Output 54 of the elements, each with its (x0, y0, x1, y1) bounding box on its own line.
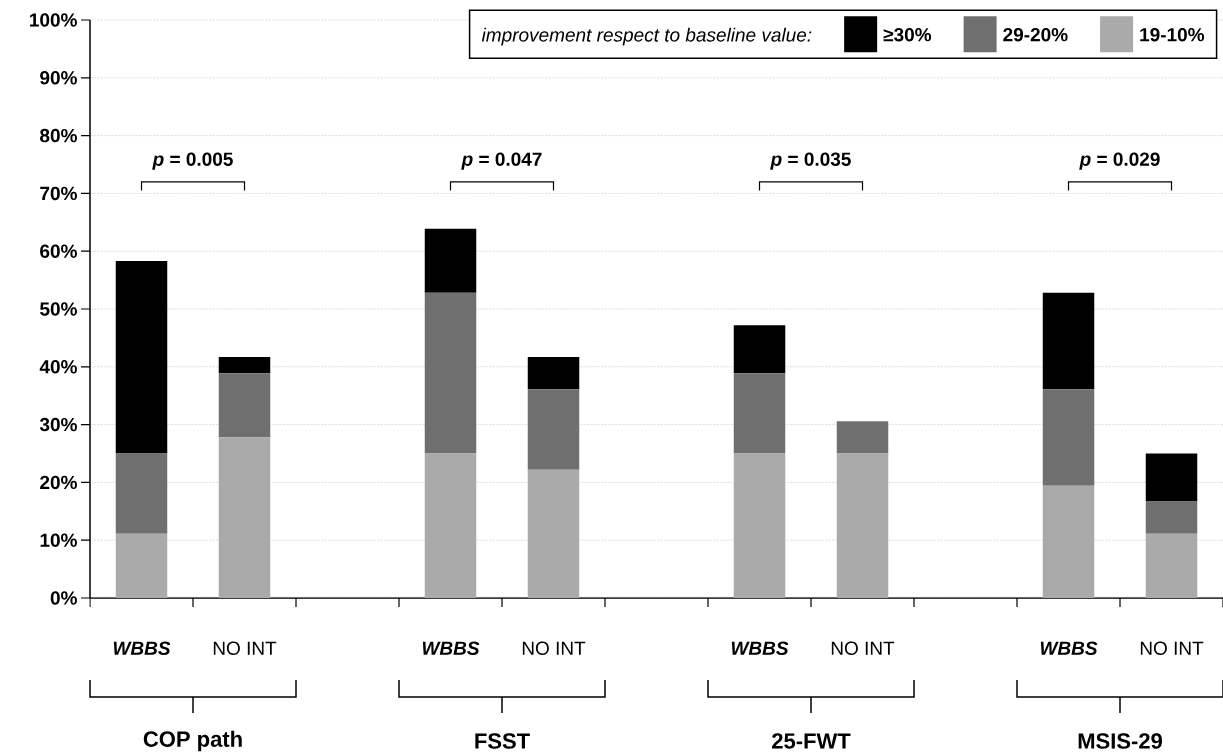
bar (424, 228, 477, 293)
y-tick-label: 40% (39, 360, 77, 374)
bar (115, 453, 168, 534)
bar (1145, 533, 1198, 598)
y-tick-label: 0% (50, 591, 77, 605)
bar (527, 389, 580, 470)
y-tick-label: 90% (40, 71, 77, 85)
bar (115, 261, 168, 454)
bar (733, 453, 786, 598)
y-tick-label: 70% (40, 186, 77, 201)
y-tick-label: 10% (40, 533, 77, 547)
text: MSIS-29 (1078, 733, 1162, 749)
x-tick-label: WBBS (731, 641, 789, 655)
bar (527, 469, 580, 598)
bar (424, 292, 477, 454)
legend-label: 19-10% (1140, 27, 1205, 42)
bar (733, 373, 786, 454)
text: 25-FWT (772, 733, 851, 749)
bar (1042, 485, 1095, 598)
x-tick-label: WBBS (1040, 641, 1098, 655)
y-tick-label: 60% (40, 244, 77, 258)
text: FSST (475, 733, 530, 749)
legend-title: improvement respect to baseline value: (481, 27, 812, 46)
x-tick-label: NO INT (213, 641, 277, 655)
y-tick-label: 80% (40, 128, 77, 143)
text: COP path (143, 730, 242, 752)
y-tick-label: 100% (30, 13, 77, 27)
bar (218, 437, 271, 598)
bar (218, 373, 271, 438)
y-tick-label: 50% (40, 302, 77, 316)
bar (836, 421, 889, 454)
bar (1145, 501, 1198, 534)
bar (115, 533, 168, 598)
legend-label: ≥30% (883, 27, 932, 42)
x-tick-label: NO INT (831, 641, 895, 655)
bar (836, 453, 889, 598)
annotation: p = 0.047 (461, 152, 542, 170)
legend-label: 29-20% (1003, 27, 1068, 42)
bar (1042, 292, 1095, 390)
bar (1145, 453, 1198, 502)
bar (424, 453, 477, 598)
y-tick-label: 20% (40, 475, 77, 490)
x-tick-label: NO INT (522, 641, 586, 655)
bar (733, 325, 786, 374)
bar (218, 356, 271, 374)
annotation: p = 0.005 (152, 152, 233, 170)
x-tick-label: WBBS (422, 641, 480, 655)
x-tick-label: WBBS (113, 641, 171, 655)
bar (527, 356, 580, 390)
annotation: p = 0.029 (1079, 152, 1160, 170)
x-tick-label: NO INT (1140, 641, 1204, 655)
y-tick-label: 30% (39, 417, 77, 432)
annotation: p = 0.035 (770, 152, 851, 170)
bar (1042, 389, 1095, 486)
